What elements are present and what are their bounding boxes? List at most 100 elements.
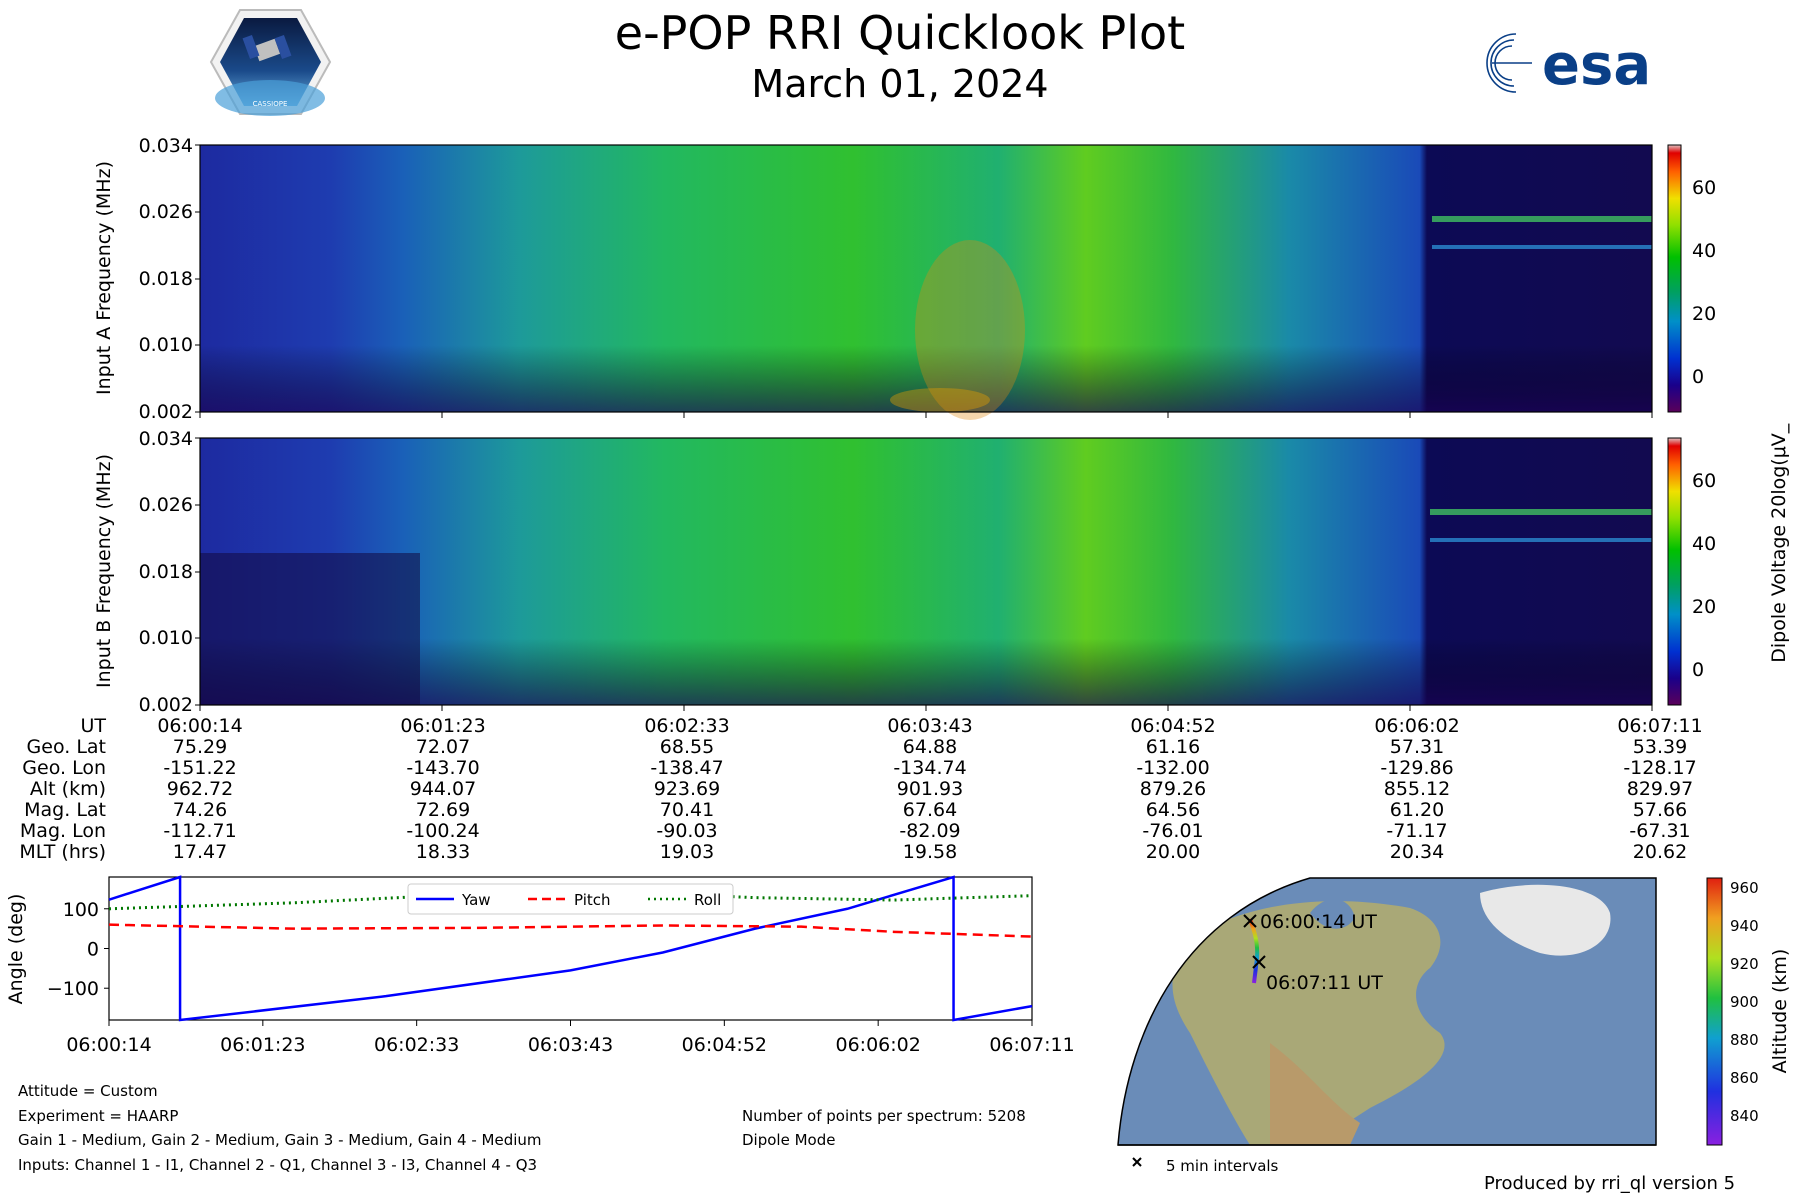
ephemeris-cell: 06:03:43 xyxy=(887,715,973,737)
ephemeris-cell: 53.39 xyxy=(1632,736,1688,758)
ephemeris-row-label: Mag. Lat xyxy=(24,799,106,821)
ephemeris-cell: 829.97 xyxy=(1626,778,1694,800)
ephemeris-cell: 901.93 xyxy=(896,778,964,800)
alt-tick: 940 xyxy=(1730,917,1759,935)
spec-b-ytick: 0.010 xyxy=(139,627,193,649)
attitude-ytick: 0 xyxy=(87,939,99,961)
ephemeris-cell: 67.64 xyxy=(902,799,958,821)
spec-b-ytick: 0.034 xyxy=(139,428,193,450)
ephemeris-table: UT 06:00:14 06:01:23 06:02:33 06:03:43 06:04:… xyxy=(0,716,1800,866)
ephemeris-cell: 879.26 xyxy=(1139,778,1207,800)
alt-tick: 860 xyxy=(1730,1069,1759,1087)
ephemeris-cell: -90.03 xyxy=(656,820,718,842)
ephemeris-cell: 944.07 xyxy=(409,778,477,800)
spec-b-ytick: 0.002 xyxy=(139,694,193,713)
attitude-ylabel: Angle (deg) xyxy=(5,894,27,1005)
legend-roll: Roll xyxy=(694,891,721,909)
ephemeris-cell: -82.09 xyxy=(899,820,961,842)
alt-colorbar-label: Altitude (km) xyxy=(1769,949,1791,1074)
ephemeris-cell: 20.62 xyxy=(1632,841,1688,863)
ephemeris-cell: -76.01 xyxy=(1142,820,1204,842)
ephemeris-cell: 61.20 xyxy=(1389,799,1445,821)
info-mode: Dipole Mode xyxy=(742,1131,836,1149)
attitude-xtick: 06:07:11 xyxy=(989,1034,1074,1056)
ephemeris-cell: -132.00 xyxy=(1136,757,1210,779)
ephemeris-cell: -143.70 xyxy=(406,757,480,779)
alt-tick: 960 xyxy=(1730,879,1759,897)
plot-date: March 01, 2024 xyxy=(751,62,1049,106)
ephemeris-cell: 64.56 xyxy=(1145,799,1201,821)
ephemeris-cell: 70.41 xyxy=(659,799,715,821)
colorbar-b-tick: 20 xyxy=(1692,596,1716,618)
spec-a-ytick: 0.026 xyxy=(139,201,193,223)
spec-a-ytick: 0.034 xyxy=(139,135,193,157)
series-pitch xyxy=(108,923,1033,938)
ephemeris-cell: -151.22 xyxy=(163,757,237,779)
alt-tick: 920 xyxy=(1730,955,1759,973)
ephemeris-row-label: UT xyxy=(80,715,106,737)
attitude-plot: −100 0 100 06:00:14 06:01:23 06:02:33 06:03:4… xyxy=(5,875,1075,1056)
attitude-ytick: 100 xyxy=(63,899,99,921)
cassiope-logo: CASSIOPE xyxy=(209,9,332,116)
spectrogram-b: 0.002 0.010 0.018 0.026 0.034 Input B Fr… xyxy=(93,423,1790,713)
info-gains: Gain 1 - Medium, Gain 2 - Medium, Gain 3… xyxy=(18,1131,542,1149)
orbit-end-label: 06:07:11 UT xyxy=(1266,972,1383,994)
info-inputs: Inputs: Channel 1 - I1, Channel 2 - Q1, … xyxy=(18,1156,538,1174)
ephemeris-cell: -112.71 xyxy=(163,820,237,842)
spec-a-ytick: 0.002 xyxy=(139,401,193,420)
ephemeris-cell: 20.34 xyxy=(1389,841,1445,863)
ephemeris-cell: 68.55 xyxy=(659,736,715,758)
ephemeris-cell: -71.17 xyxy=(1386,820,1448,842)
colorbar-a-tick: 0 xyxy=(1692,366,1704,388)
esa-logo-text: esa xyxy=(1542,33,1651,98)
ephemeris-cell: 57.66 xyxy=(1632,799,1688,821)
info-experiment: Experiment = HAARP xyxy=(18,1107,179,1125)
series-yaw xyxy=(108,875,1033,1022)
alt-tick: 880 xyxy=(1730,1031,1759,1049)
alt-tick: 900 xyxy=(1730,993,1759,1011)
ephemeris-cell: -128.17 xyxy=(1623,757,1697,779)
attitude-xtick: 06:04:52 xyxy=(682,1034,767,1056)
attitude-xtick: 06:06:02 xyxy=(835,1034,920,1056)
ephemeris-cell: 06:00:14 xyxy=(157,715,243,737)
info-attitude: Attitude = Custom xyxy=(18,1082,158,1100)
info-points: Number of points per spectrum: 5208 xyxy=(742,1107,1026,1125)
ephemeris-cell: 18.33 xyxy=(415,841,471,863)
legend-pitch: Pitch xyxy=(574,891,611,909)
spec-b-ytick: 0.018 xyxy=(139,561,193,583)
ephemeris-cell: 06:01:23 xyxy=(400,715,486,737)
spec-b-ytick: 0.026 xyxy=(139,494,193,516)
spectrogram-a: 0.002 0.010 0.018 0.026 0.034 Input A Fr… xyxy=(93,135,1716,420)
ephemeris-cell: 855.12 xyxy=(1383,778,1451,800)
ephemeris-row-label: Geo. Lat xyxy=(26,736,106,758)
colorbar-b-tick: 0 xyxy=(1692,659,1704,681)
ephemeris-cell: -138.47 xyxy=(650,757,724,779)
ephemeris-cell: 19.58 xyxy=(902,841,958,863)
attitude-xtick: 06:03:43 xyxy=(528,1034,613,1056)
ephemeris-cell: -100.24 xyxy=(406,820,480,842)
ephemeris-cell: 19.03 xyxy=(659,841,715,863)
ephemeris-cell: 20.00 xyxy=(1145,841,1201,863)
ephemeris-row-label: Alt (km) xyxy=(29,778,106,800)
spec-a-ytick: 0.018 xyxy=(139,268,193,290)
plot-title: e-POP RRI Quicklook Plot xyxy=(614,6,1186,60)
legend-yaw: Yaw xyxy=(461,891,491,909)
ephemeris-cell: 923.69 xyxy=(653,778,721,800)
ephemeris-cell: -134.74 xyxy=(893,757,967,779)
cassiope-logo-text: CASSIOPE xyxy=(253,100,288,108)
ephemeris-cell: -129.86 xyxy=(1380,757,1454,779)
spec-b-ylabel: Input B Frequency (MHz) xyxy=(93,454,115,688)
ephemeris-cell: 72.07 xyxy=(415,736,471,758)
ephemeris-cell: 06:02:33 xyxy=(644,715,730,737)
ephemeris-cell: 06:06:02 xyxy=(1374,715,1460,737)
footer-version: Produced by rri_ql version 5 xyxy=(1484,1173,1736,1194)
colorbar-label: Dipole Voltage 20log(μV_B) xyxy=(1768,423,1790,663)
ephemeris-row-label: Geo. Lon xyxy=(22,757,106,779)
attitude-xtick: 06:02:33 xyxy=(374,1034,459,1056)
ephemeris-cell: -67.31 xyxy=(1629,820,1691,842)
ephemeris-cell: 17.47 xyxy=(172,841,228,863)
colorbar-b-tick: 40 xyxy=(1692,533,1716,555)
ephemeris-cell: 06:04:52 xyxy=(1130,715,1216,737)
colorbar-a-tick: 40 xyxy=(1692,240,1716,262)
ephemeris-cell: 61.16 xyxy=(1145,736,1201,758)
